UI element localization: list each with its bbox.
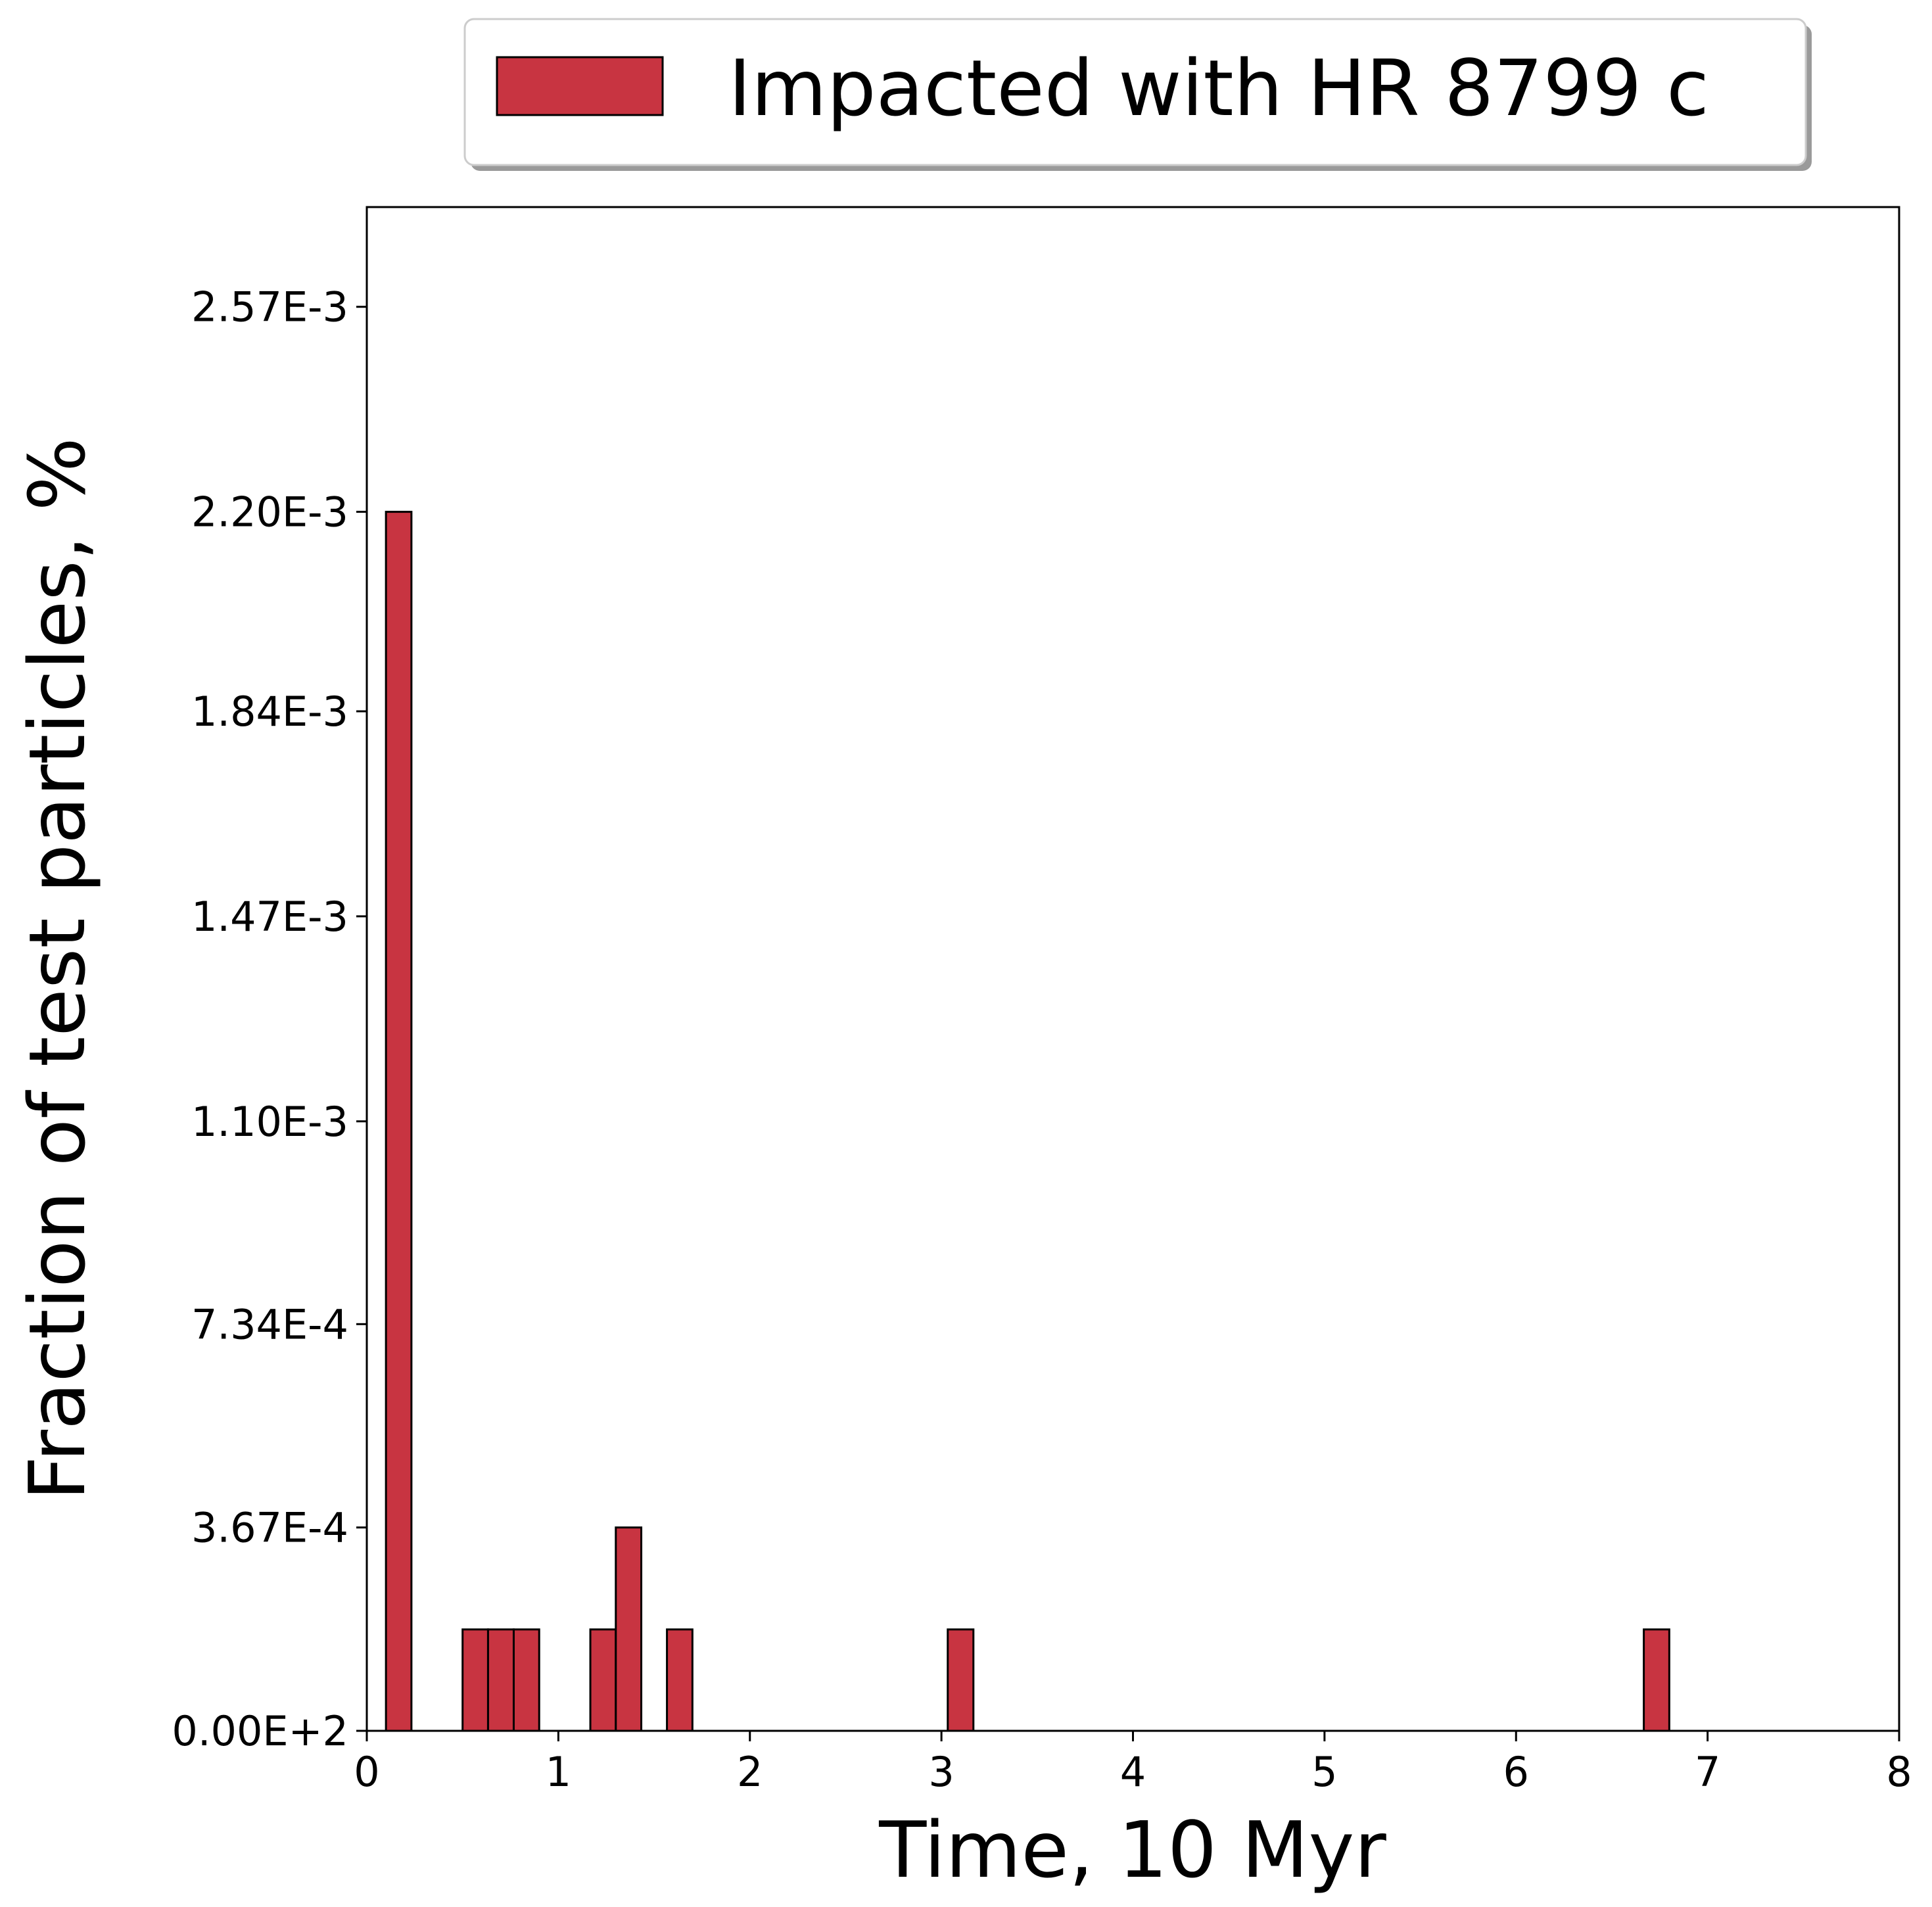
bar-3 [512, 1628, 540, 1732]
x-tick-label-1: 1 [546, 1748, 571, 1796]
y-tick-label-7: 2.57E-3 [191, 283, 348, 331]
x-tick-label-4: 4 [1120, 1748, 1146, 1796]
legend-swatch [496, 56, 664, 116]
x-axis-title: Time, 10 Myr [878, 1804, 1386, 1895]
y-tick-label-4: 1.47E-3 [191, 893, 348, 941]
x-tick-label-2: 2 [737, 1748, 763, 1796]
bar-group [385, 511, 1670, 1732]
bar-8 [1643, 1628, 1670, 1732]
bar-6 [666, 1628, 694, 1732]
x-tick-label-6: 6 [1503, 1748, 1529, 1796]
x-tick-label-5: 5 [1311, 1748, 1337, 1796]
y-axis-title: Fraction of test particles, % [12, 437, 103, 1501]
x-tick-label-7: 7 [1695, 1748, 1720, 1796]
bar-5 [615, 1526, 643, 1732]
y-tick-label-3: 1.10E-3 [191, 1098, 348, 1146]
plot-frame [365, 206, 1900, 1732]
x-tick-label-8: 8 [1886, 1748, 1912, 1796]
bar-1 [461, 1628, 489, 1732]
y-tick-label-0: 0.00E+2 [172, 1707, 348, 1755]
x-axis: 0 1 2 3 4 5 6 7 8 [354, 1731, 1912, 1796]
legend: Impacted with HR 8799 c [463, 18, 1812, 171]
x-tick-label-3: 3 [928, 1748, 954, 1796]
bar-2 [486, 1628, 515, 1732]
y-tick-label-2: 7.34E-4 [191, 1300, 348, 1348]
legend-label: Impacted with HR 8799 c [728, 43, 1709, 133]
y-tick-label-6: 2.20E-3 [191, 488, 348, 536]
bar-0 [385, 511, 413, 1732]
y-tick-label-5: 1.84E-3 [191, 688, 348, 736]
y-axis: 0.00E+2 3.67E-4 7.34E-4 1.10E-3 1.47E-3 1.84E… [172, 283, 367, 1755]
bar-4 [589, 1628, 617, 1732]
legend-frame [463, 18, 1807, 166]
y-tick-label-1: 3.67E-4 [191, 1504, 348, 1552]
bar-7 [947, 1628, 975, 1732]
x-tick-label-0: 0 [354, 1748, 379, 1796]
